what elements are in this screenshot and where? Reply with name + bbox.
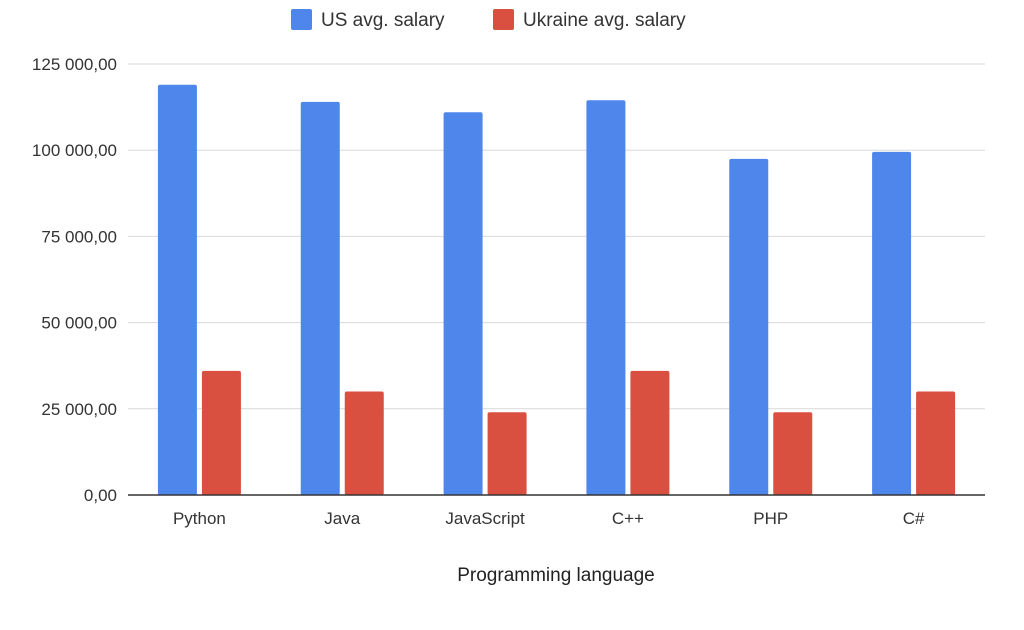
x-tick-label: PHP — [753, 509, 788, 528]
y-tick-label: 100 000,00 — [32, 141, 117, 160]
x-axis-title: Programming language — [457, 565, 655, 586]
bar-ukraine-javascript — [487, 412, 527, 495]
x-tick-label: Python — [173, 509, 226, 528]
bar-ukraine-c — [916, 391, 956, 495]
x-tick-label: C# — [903, 509, 925, 528]
y-tick-label: 25 000,00 — [41, 400, 117, 419]
axes: 0,00 25 000,00 50 000,00 75 000,00 100 000,0… — [32, 55, 985, 528]
y-tick-label: 0,00 — [84, 486, 117, 505]
y-tick-label: 125 000,00 — [32, 55, 117, 74]
y-tick-label: 75 000,00 — [41, 227, 117, 246]
bars — [157, 84, 956, 496]
bar-us-python — [157, 84, 197, 496]
legend-swatch-us — [291, 9, 312, 30]
bar-us-c — [586, 100, 626, 495]
x-tick-label: Java — [324, 509, 360, 528]
bar-us-php — [729, 158, 769, 495]
gridlines — [128, 63, 985, 410]
bar-ukraine-python — [201, 370, 241, 495]
legend-label-ukraine: Ukraine avg. salary — [523, 10, 686, 31]
bar-ukraine-java — [344, 391, 384, 495]
legend-label-us: US avg. salary — [321, 10, 445, 31]
bar-us-c — [872, 151, 912, 495]
bar-us-java — [300, 101, 340, 495]
legend-swatch-ukraine — [493, 9, 514, 30]
legend: US avg. salary Ukraine avg. salary — [291, 9, 686, 31]
bar-ukraine-c — [630, 370, 670, 495]
y-tick-label: 50 000,00 — [41, 314, 117, 333]
bar-ukraine-php — [773, 412, 813, 495]
bar-us-javascript — [443, 112, 483, 495]
x-tick-label: JavaScript — [445, 509, 525, 528]
x-tick-label: C++ — [612, 509, 644, 528]
